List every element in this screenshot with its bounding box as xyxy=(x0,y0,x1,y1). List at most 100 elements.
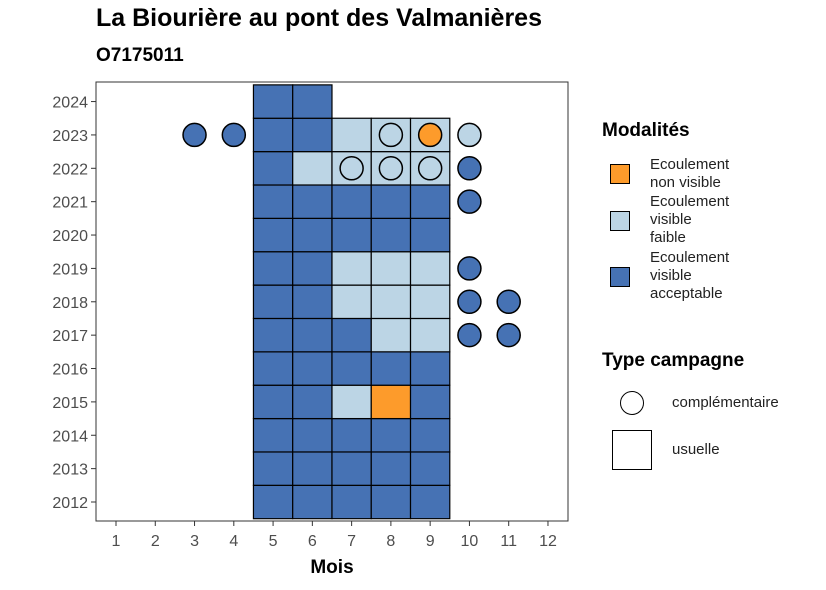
y-tick-label: 2019 xyxy=(52,261,88,278)
y-tick-label: 2022 xyxy=(52,161,88,178)
y-tick-label: 2017 xyxy=(52,328,88,345)
tile-2022-6 xyxy=(292,151,333,186)
y-tick-label: 2021 xyxy=(52,195,88,212)
legend-label-acceptable: Ecoulement visible acceptable xyxy=(650,249,730,302)
x-tick-label: 4 xyxy=(229,533,238,550)
tile-2017-8 xyxy=(370,317,412,353)
tile-2021-8 xyxy=(370,184,412,219)
y-tick-label: 2016 xyxy=(52,362,88,379)
tile-2013-5 xyxy=(252,451,294,486)
tile-2016-5 xyxy=(252,351,294,386)
legend-key-acceptable xyxy=(610,267,630,287)
point-2018-11 xyxy=(496,289,521,315)
y-tick-label: 2023 xyxy=(52,128,88,145)
y-tick-label: 2015 xyxy=(52,395,88,412)
point-2022-8 xyxy=(378,156,404,181)
tile-2021-6 xyxy=(292,184,333,219)
x-tick-label: 5 xyxy=(269,533,278,550)
x-axis-title: Mois xyxy=(310,557,353,578)
point-2023-10 xyxy=(457,122,482,148)
y-tick-label: 2014 xyxy=(52,428,88,445)
tile-2016-9 xyxy=(409,351,451,386)
x-tick-label: 7 xyxy=(347,533,356,550)
tile-2021-7 xyxy=(331,184,372,219)
tile-2014-8 xyxy=(370,417,412,453)
tile-2019-6 xyxy=(292,251,333,286)
tile-2013-8 xyxy=(370,451,412,486)
tile-2018-8 xyxy=(370,284,412,320)
point-2022-10 xyxy=(457,156,482,181)
x-tick-label: 2 xyxy=(151,533,160,550)
y-axis: 2012 2013 2014 2015 2016 2017 2018 2019 2020 2021… xyxy=(52,95,96,512)
point-2022-9 xyxy=(417,156,443,181)
usuelle-tiles xyxy=(252,84,451,520)
tile-2012-9 xyxy=(409,484,451,520)
legend-label-faible: Ecoulement visible faible xyxy=(650,193,730,246)
point-2023-4 xyxy=(221,122,247,148)
tile-2015-8 xyxy=(370,384,412,420)
tile-2013-7 xyxy=(331,451,372,486)
tile-2020-8 xyxy=(370,217,412,253)
tile-2018-6 xyxy=(292,284,333,320)
tile-2014-6 xyxy=(292,417,333,453)
point-2023-9 xyxy=(417,122,443,148)
tile-2016-8 xyxy=(370,351,412,386)
tile-2019-9 xyxy=(409,251,451,286)
tile-2021-5 xyxy=(252,184,294,219)
tile-2021-9 xyxy=(409,184,451,219)
tile-2016-6 xyxy=(292,351,333,386)
x-axis: 1 2 3 4 5 6 7 8 9 10 11 12 xyxy=(112,521,557,550)
x-tick-label: 10 xyxy=(461,533,479,550)
legend-label-complementaire: complémentaire xyxy=(672,394,779,411)
point-2023-8 xyxy=(378,122,404,148)
chart-canvas: 1 2 3 4 5 6 7 8 9 10 11 12 201220132014201520162017… xyxy=(52,81,569,578)
tile-2014-5 xyxy=(252,417,294,453)
point-2017-10 xyxy=(457,322,482,348)
legend-key-faible xyxy=(610,211,630,231)
legend-campagne-title: Type campagne xyxy=(602,350,745,371)
x-tick-label: 9 xyxy=(426,533,435,550)
tile-2017-7 xyxy=(331,317,372,353)
tile-2015-6 xyxy=(292,384,333,420)
y-tick-label: 2013 xyxy=(52,462,88,479)
y-tick-label: 2012 xyxy=(52,495,88,512)
tile-2020-5 xyxy=(252,217,294,253)
tile-2012-6 xyxy=(292,484,333,520)
tile-2023-5 xyxy=(252,117,294,153)
chart-title: La Biourière au pont des Valmanières xyxy=(96,4,542,32)
tile-2020-9 xyxy=(409,217,451,253)
tile-2019-7 xyxy=(331,251,372,286)
tile-2019-8 xyxy=(370,251,412,286)
tile-2012-8 xyxy=(370,484,412,520)
tile-2018-5 xyxy=(252,284,294,320)
point-2017-11 xyxy=(496,322,521,348)
tile-2015-9 xyxy=(409,384,451,420)
point-2023-3 xyxy=(182,122,207,148)
x-tick-label: 11 xyxy=(500,533,517,550)
legend-key-square xyxy=(612,430,652,470)
legend-label-non-visible: Ecoulement non visible xyxy=(650,156,730,191)
tile-2018-9 xyxy=(409,284,451,320)
tile-2024-5 xyxy=(252,84,294,119)
tile-2015-7 xyxy=(331,384,372,420)
tile-2012-7 xyxy=(331,484,372,520)
tile-2017-6 xyxy=(292,317,333,353)
tile-2016-7 xyxy=(331,351,372,386)
legend-key-non-visible xyxy=(610,164,630,184)
tile-2013-6 xyxy=(292,451,333,486)
x-tick-label: 3 xyxy=(190,533,199,550)
tile-2020-7 xyxy=(331,217,372,253)
point-2019-10 xyxy=(457,256,482,281)
x-tick-label: 12 xyxy=(539,533,557,550)
tile-2017-9 xyxy=(409,317,451,353)
x-tick-label: 8 xyxy=(386,533,395,550)
y-tick-label: 2018 xyxy=(52,295,88,312)
y-tick-label: 2024 xyxy=(52,95,88,112)
point-2022-7 xyxy=(339,156,364,181)
tile-2017-5 xyxy=(252,317,294,353)
x-tick-label: 6 xyxy=(308,533,317,550)
tile-2018-7 xyxy=(331,284,372,320)
tile-2013-9 xyxy=(409,451,451,486)
tile-2014-7 xyxy=(331,417,372,453)
tile-2023-6 xyxy=(292,117,333,153)
